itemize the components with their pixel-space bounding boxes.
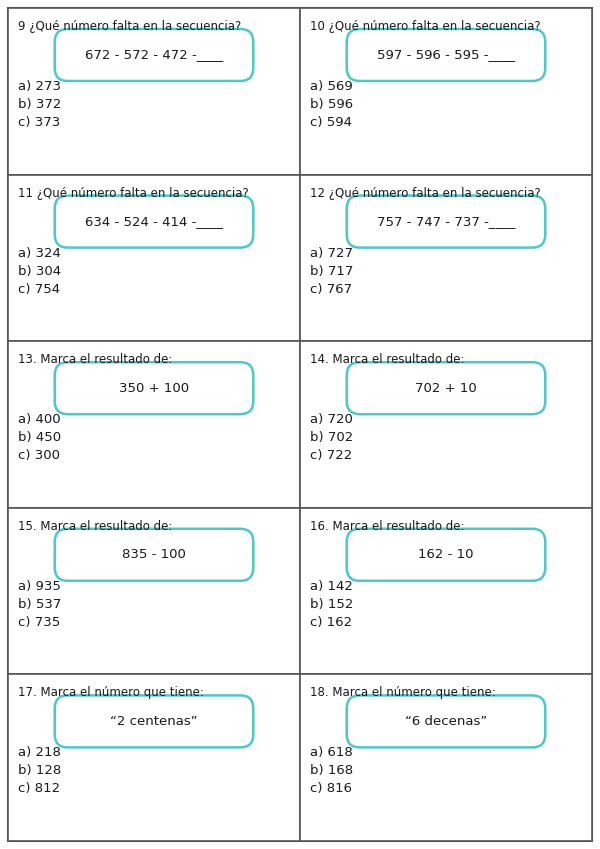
Text: 9 ¿Qué número falta en la secuencia?: 9 ¿Qué número falta en la secuencia? (18, 20, 241, 33)
Text: b) 702: b) 702 (310, 431, 353, 444)
Text: c) 767: c) 767 (310, 283, 352, 295)
Text: 11 ¿Qué número falta en la secuencia?: 11 ¿Qué número falta en la secuencia? (18, 187, 249, 200)
Text: 162 - 10: 162 - 10 (418, 548, 474, 561)
Text: 16. Marca el resultado de:: 16. Marca el resultado de: (310, 520, 464, 533)
FancyBboxPatch shape (347, 29, 545, 81)
FancyBboxPatch shape (347, 195, 545, 248)
Text: 757 - 747 - 737 -____: 757 - 747 - 737 -____ (377, 215, 515, 228)
Text: c) 812: c) 812 (18, 783, 60, 796)
Text: b) 372: b) 372 (18, 98, 61, 111)
Text: 634 - 524 - 414 -____: 634 - 524 - 414 -____ (85, 215, 223, 228)
FancyBboxPatch shape (55, 195, 253, 248)
Text: b) 596: b) 596 (310, 98, 353, 111)
FancyBboxPatch shape (347, 363, 545, 414)
Bar (8, 674, 300, 841)
Text: 12 ¿Qué número falta en la secuencia?: 12 ¿Qué número falta en la secuencia? (310, 187, 541, 200)
Bar (300, 175, 592, 341)
Bar (300, 674, 592, 841)
Bar (8, 175, 300, 341)
Text: 10 ¿Qué número falta en la secuencia?: 10 ¿Qué número falta en la secuencia? (310, 20, 541, 33)
Text: a) 218: a) 218 (18, 746, 61, 759)
Text: a) 935: a) 935 (18, 580, 61, 593)
Text: a) 142: a) 142 (310, 580, 353, 593)
Bar (300, 8, 592, 175)
Text: a) 720: a) 720 (310, 413, 353, 426)
FancyBboxPatch shape (347, 695, 545, 747)
Text: c) 722: c) 722 (310, 449, 352, 462)
Text: 702 + 10: 702 + 10 (415, 382, 477, 395)
Text: 17. Marca el número que tiene:: 17. Marca el número que tiene: (18, 686, 204, 700)
Text: “2 centenas”: “2 centenas” (110, 715, 198, 728)
Text: 13. Marca el resultado de:: 13. Marca el resultado de: (18, 353, 172, 366)
FancyBboxPatch shape (347, 529, 545, 581)
Text: 672 - 572 - 472 -____: 672 - 572 - 472 -____ (85, 48, 223, 61)
Text: 14. Marca el resultado de:: 14. Marca el resultado de: (310, 353, 464, 366)
Text: a) 569: a) 569 (310, 80, 353, 93)
Text: a) 273: a) 273 (18, 80, 61, 93)
Text: a) 324: a) 324 (18, 246, 61, 260)
FancyBboxPatch shape (55, 363, 253, 414)
Text: b) 717: b) 717 (310, 265, 353, 278)
Text: c) 735: c) 735 (18, 616, 60, 629)
Text: c) 816: c) 816 (310, 783, 352, 796)
Text: b) 450: b) 450 (18, 431, 61, 444)
Text: c) 162: c) 162 (310, 616, 352, 629)
Bar (8, 341, 300, 508)
Text: b) 304: b) 304 (18, 265, 61, 278)
Text: c) 754: c) 754 (18, 283, 60, 295)
Text: 18. Marca el número que tiene:: 18. Marca el número que tiene: (310, 686, 496, 700)
Text: b) 537: b) 537 (18, 598, 61, 610)
Bar (8, 508, 300, 674)
Text: a) 618: a) 618 (310, 746, 353, 759)
Bar (300, 508, 592, 674)
Bar (8, 8, 300, 175)
Text: 350 + 100: 350 + 100 (119, 382, 189, 395)
Text: c) 300: c) 300 (18, 449, 60, 462)
Text: 597 - 596 - 595 -____: 597 - 596 - 595 -____ (377, 48, 515, 61)
Text: c) 594: c) 594 (310, 116, 352, 129)
Text: b) 128: b) 128 (18, 764, 61, 778)
FancyBboxPatch shape (55, 29, 253, 81)
Text: 15. Marca el resultado de:: 15. Marca el resultado de: (18, 520, 172, 533)
Text: “6 decenas”: “6 decenas” (405, 715, 487, 728)
FancyBboxPatch shape (55, 529, 253, 581)
Text: b) 152: b) 152 (310, 598, 353, 610)
Text: a) 727: a) 727 (310, 246, 353, 260)
Text: b) 168: b) 168 (310, 764, 353, 778)
FancyBboxPatch shape (55, 695, 253, 747)
Text: 835 - 100: 835 - 100 (122, 548, 186, 561)
Text: a) 400: a) 400 (18, 413, 61, 426)
Bar (300, 341, 592, 508)
Text: c) 373: c) 373 (18, 116, 60, 129)
